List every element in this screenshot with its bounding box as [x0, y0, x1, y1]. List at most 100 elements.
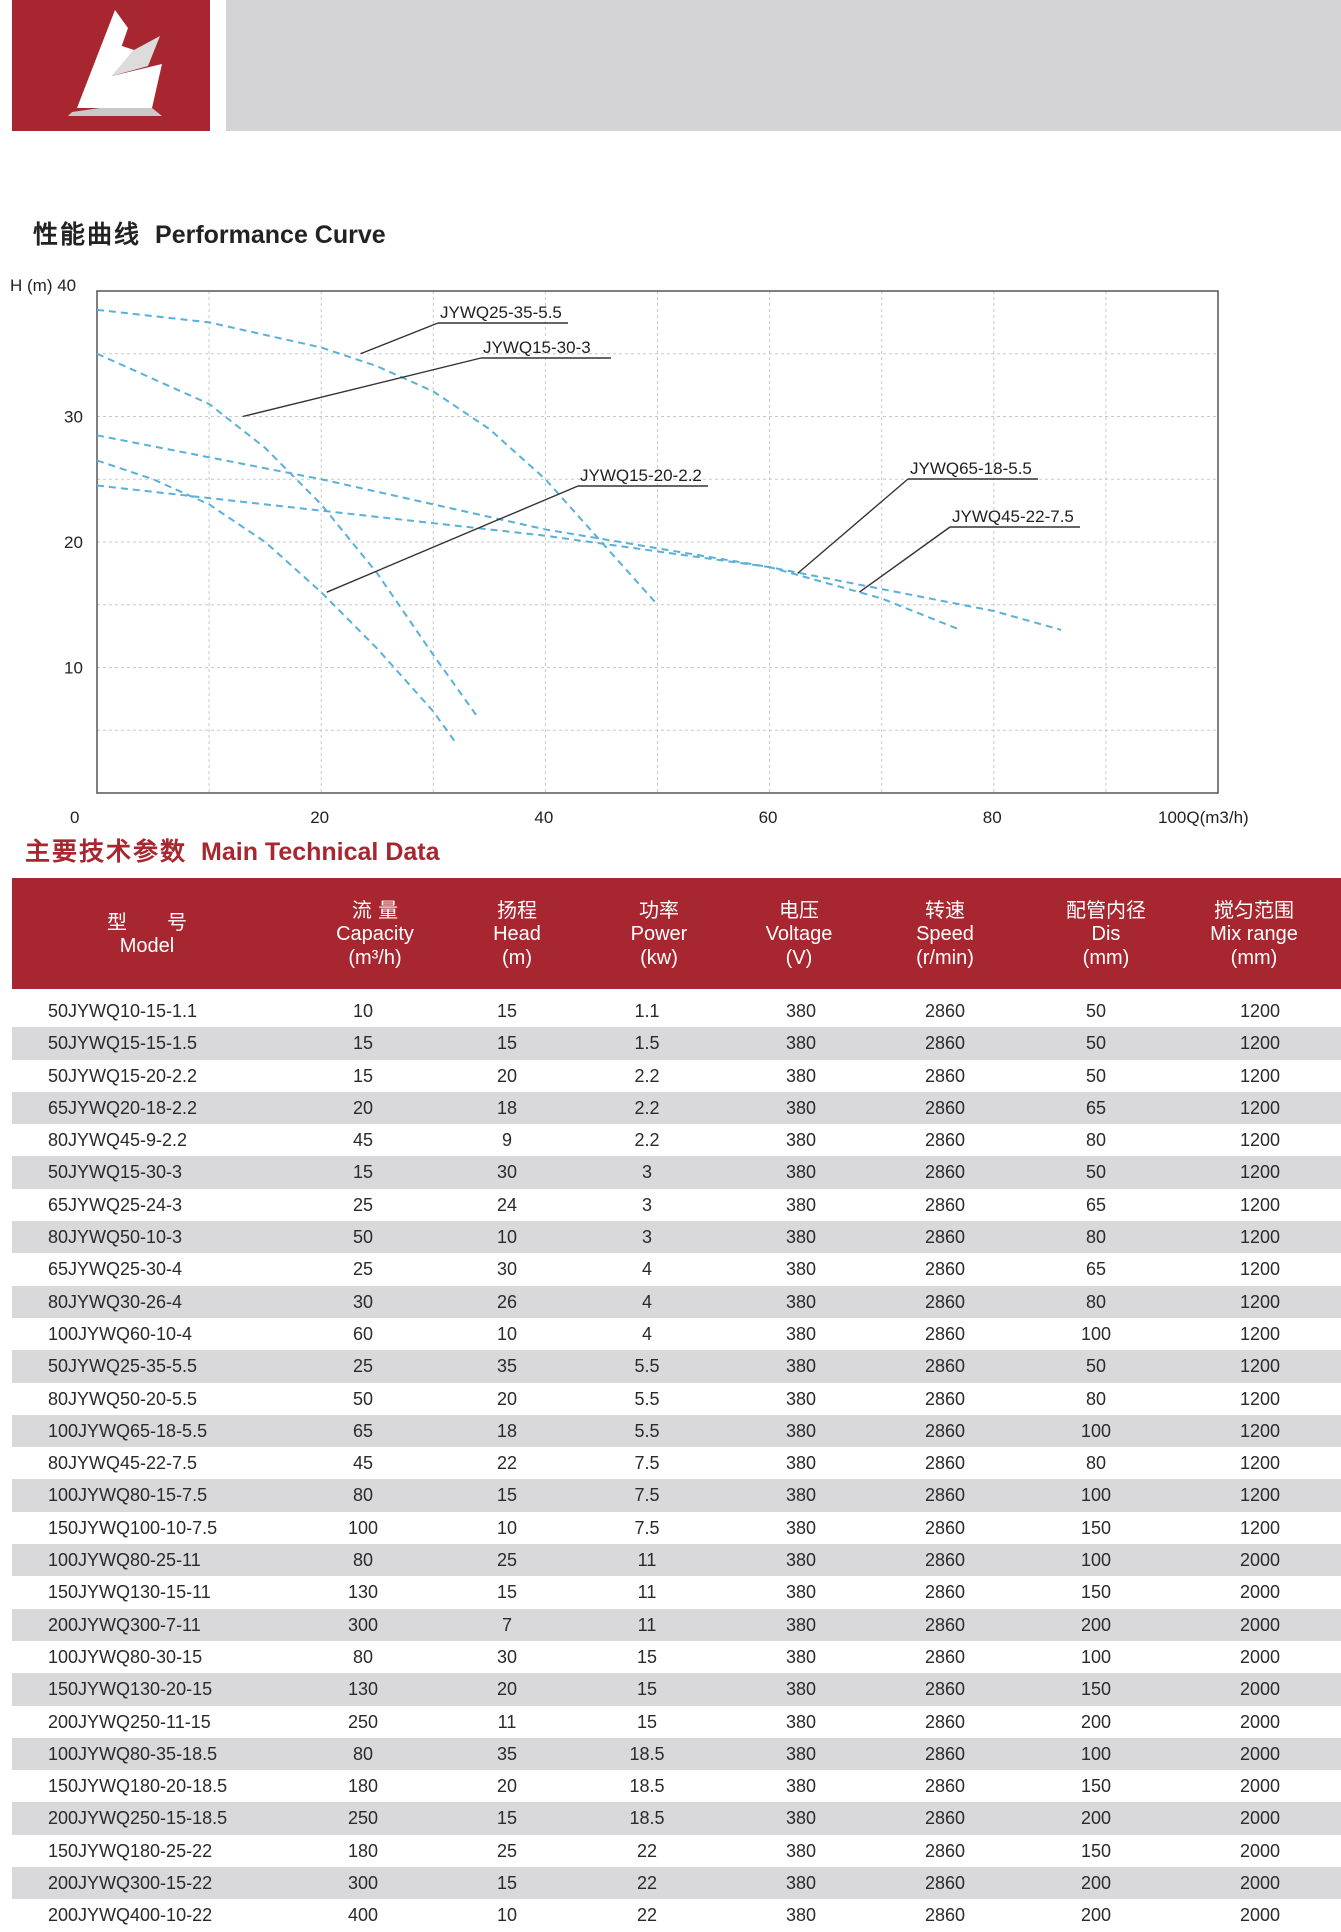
cell-model: 150JYWQ130-15-11 [48, 1582, 211, 1603]
cell-dis: 200 [1080, 1614, 1112, 1635]
cell-speed: 2860 [924, 1162, 966, 1183]
curve-line [96, 434, 961, 631]
cell-speed: 2860 [924, 1097, 966, 1118]
cell-dis: 150 [1080, 1776, 1112, 1797]
cell-dis: 80 [1085, 1453, 1107, 1474]
cell-mix-range: 2000 [1239, 1743, 1281, 1764]
cell-dis: 50 [1085, 1356, 1107, 1377]
cell-mix-range: 1200 [1239, 1485, 1281, 1506]
cell-power: 18.5 [629, 1776, 665, 1797]
cell-mix-range: 1200 [1239, 1323, 1281, 1344]
cell-voltage: 380 [785, 1291, 817, 1312]
table-row: 100JYWQ80-15-7.5 80 15 7.5 380 2860 100 1200 [12, 1479, 1341, 1512]
cell-capacity: 130 [347, 1582, 379, 1603]
cell-voltage: 380 [785, 1905, 817, 1926]
table-row: 200JYWQ250-15-18.5 250 15 18.5 380 2860 200 200… [12, 1802, 1341, 1835]
table-row: 50JYWQ10-15-1.1 10 15 1.1 380 2860 50 1200 [12, 995, 1341, 1027]
cell-model: 65JYWQ25-24-3 [48, 1194, 183, 1215]
cell-mix-range: 2000 [1239, 1776, 1281, 1797]
cell-capacity: 10 [352, 1001, 374, 1021]
header-power: 功率 Power (kw) [630, 897, 688, 969]
cell-dis: 50 [1085, 1065, 1107, 1086]
cell-power: 18.5 [629, 1808, 665, 1829]
curve-label: JYWQ25-35-5.5 [440, 303, 562, 322]
leader-line [858, 526, 951, 593]
cell-voltage: 380 [785, 1162, 817, 1183]
y-tick-label: 20 [64, 533, 83, 552]
cell-dis: 100 [1080, 1550, 1112, 1571]
cell-head: 20 [496, 1388, 518, 1409]
data-table-body: 50JYWQ10-15-1.1 10 15 1.1 380 2860 50 1200 50JYW… [12, 995, 1341, 1932]
cell-model: 65JYWQ20-18-2.2 [48, 1097, 198, 1118]
table-row: 80JYWQ45-9-2.2 45 9 2.2 380 2860 80 1200 [12, 1124, 1341, 1156]
cell-model: 80JYWQ30-26-4 [48, 1291, 183, 1312]
table-row: 50JYWQ15-15-1.5 15 15 1.5 380 2860 50 1200 [12, 1027, 1341, 1060]
cell-power: 22 [636, 1905, 658, 1926]
header-band [226, 0, 1341, 131]
cell-speed: 2860 [924, 1905, 966, 1926]
cell-dis: 200 [1080, 1905, 1112, 1926]
cell-speed: 2860 [924, 1679, 966, 1700]
table-row: 100JYWQ80-25-11 80 25 11 380 2860 100 2000 [12, 1544, 1341, 1577]
cell-capacity: 180 [347, 1776, 379, 1797]
y-tick-label: H (m) 40 [10, 276, 76, 295]
cell-voltage: 380 [785, 1550, 817, 1571]
cell-mix-range: 2000 [1239, 1646, 1281, 1667]
cell-voltage: 380 [785, 1130, 817, 1151]
logo-mark-icon [68, 10, 162, 116]
cell-voltage: 380 [785, 1517, 817, 1538]
cell-model: 100JYWQ60-10-4 [48, 1323, 193, 1344]
chart-grid [97, 291, 1218, 793]
cell-speed: 2860 [924, 1808, 966, 1829]
cell-speed: 2860 [924, 1227, 966, 1248]
table-row: 50JYWQ15-20-2.2 15 20 2.2 380 2860 50 1200 [12, 1060, 1341, 1092]
cell-head: 10 [496, 1905, 518, 1926]
cell-mix-range: 1200 [1239, 1291, 1281, 1312]
cell-capacity: 400 [347, 1905, 379, 1926]
cell-capacity: 20 [352, 1097, 374, 1118]
cell-mix-range: 1200 [1239, 1194, 1281, 1215]
cell-speed: 2860 [924, 1614, 966, 1635]
cell-model: 50JYWQ15-15-1.5 [48, 1033, 198, 1054]
table-row: 50JYWQ25-35-5.5 25 35 5.5 380 2860 50 1200 [12, 1350, 1341, 1383]
cell-dis: 150 [1080, 1517, 1112, 1538]
leader-line [797, 478, 909, 574]
cell-head: 15 [496, 1873, 518, 1894]
cell-model: 100JYWQ80-35-18.5 [48, 1743, 218, 1764]
cell-mix-range: 1200 [1239, 1065, 1281, 1086]
cell-head: 9 [501, 1130, 513, 1151]
performance-chart: JYWQ25-35-5.5 JYWQ15-30-3 JYWQ15-20-2.2 JYW… [10, 276, 1249, 827]
cell-speed: 2860 [924, 1033, 966, 1054]
table-row: 100JYWQ80-30-15 80 30 15 380 2860 100 2000 [12, 1641, 1341, 1673]
cell-voltage: 380 [785, 1194, 817, 1215]
leader-line [360, 322, 439, 355]
cell-voltage: 380 [785, 1840, 817, 1861]
cell-mix-range: 1200 [1239, 1420, 1281, 1441]
cell-dis: 200 [1080, 1808, 1112, 1829]
cell-power: 11 [637, 1582, 657, 1603]
cell-speed: 2860 [924, 1065, 966, 1086]
cell-mix-range: 2000 [1239, 1614, 1281, 1635]
cell-head: 15 [496, 1001, 518, 1021]
cell-speed: 2860 [924, 1388, 966, 1409]
cell-speed: 2860 [924, 1485, 966, 1506]
cell-head: 30 [496, 1259, 518, 1280]
cell-mix-range: 2000 [1239, 1873, 1281, 1894]
cell-voltage: 380 [785, 1743, 817, 1764]
table-row: 200JYWQ400-10-22 400 10 22 380 2860 200 2000 [12, 1899, 1341, 1931]
cell-capacity: 65 [352, 1420, 374, 1441]
cell-speed: 2860 [924, 1646, 966, 1667]
y-tick-label: 10 [64, 659, 83, 678]
cell-head: 26 [496, 1291, 518, 1312]
table-row: 150JYWQ180-25-22 180 25 22 380 2860 150 2000 [12, 1835, 1341, 1867]
cell-capacity: 15 [352, 1033, 374, 1054]
cell-mix-range: 1200 [1239, 1001, 1281, 1021]
cell-model: 100JYWQ65-18-5.5 [48, 1420, 208, 1441]
cell-voltage: 380 [785, 1453, 817, 1474]
cell-power: 3 [641, 1194, 653, 1215]
curve-line [96, 308, 659, 606]
cell-head: 24 [496, 1194, 518, 1215]
cell-model: 200JYWQ250-11-15 [48, 1711, 211, 1732]
cell-head: 15 [496, 1582, 518, 1603]
header-model: 型 号 Model [107, 909, 187, 957]
